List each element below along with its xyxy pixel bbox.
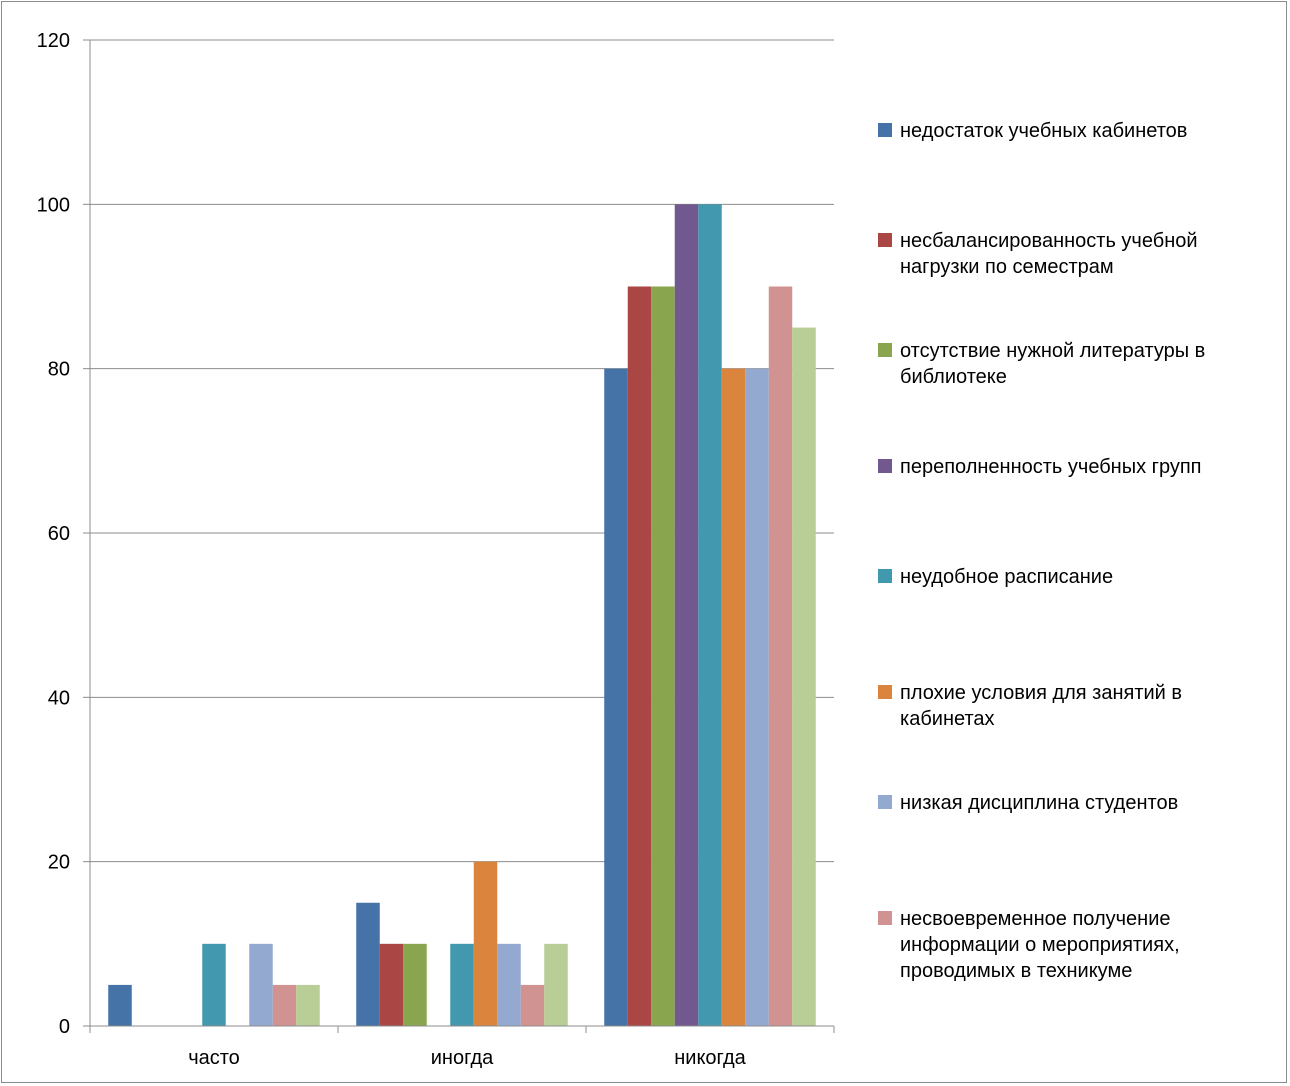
bar xyxy=(202,943,226,1026)
bars xyxy=(108,204,816,1027)
legend-swatch xyxy=(878,459,892,473)
bar xyxy=(721,368,746,1027)
tick-labels: 0 20 40 60 80 100 120 часто иногда никогда xyxy=(37,30,747,1069)
bar xyxy=(544,943,568,1026)
x-tick-label: никогда xyxy=(674,1047,746,1069)
legend-swatch xyxy=(878,685,892,699)
bar xyxy=(768,286,793,1026)
legend-item: недостаток учебных кабинетов xyxy=(878,118,1278,144)
bar xyxy=(497,943,521,1026)
bar xyxy=(745,368,769,1027)
y-tick-label: 20 xyxy=(48,852,70,874)
legend-swatch xyxy=(878,123,892,137)
y-tick-label: 100 xyxy=(37,194,70,216)
bar xyxy=(450,943,474,1026)
bar xyxy=(698,204,722,1027)
legend-item: несбалансированность учебной нагрузки по… xyxy=(878,228,1278,280)
bar xyxy=(356,902,380,1026)
legend-item: плохие условия для занятий в кабинетах xyxy=(878,680,1278,732)
bar xyxy=(604,368,628,1027)
legend-item: низкая дисциплина студентов xyxy=(878,790,1278,816)
y-tick-label: 60 xyxy=(48,523,70,545)
bar xyxy=(108,984,132,1026)
bar xyxy=(296,984,320,1026)
legend-label: несбалансированность учебной нагрузки по… xyxy=(900,230,1198,278)
bar xyxy=(249,943,273,1026)
legend-label: переполненность учебных групп xyxy=(900,456,1202,478)
legend-label: неудобное расписание xyxy=(900,566,1114,588)
bar xyxy=(379,943,404,1026)
x-tick-label: часто xyxy=(188,1047,240,1069)
legend-swatch xyxy=(878,795,892,809)
bar xyxy=(792,327,816,1026)
legend-label: плохие условия для занятий в кабинетах xyxy=(900,682,1183,730)
legend-item: отсутствие нужной литературы в библиотек… xyxy=(878,338,1278,390)
bar xyxy=(473,861,498,1026)
y-tick-label: 120 xyxy=(37,30,70,52)
bar xyxy=(272,984,297,1026)
x-tick-label: иногда xyxy=(431,1047,494,1069)
legend-label: недостаток учебных кабинетов xyxy=(900,120,1188,142)
legend-swatch xyxy=(878,569,892,583)
bar xyxy=(651,286,675,1026)
bar xyxy=(627,286,652,1026)
legend-item: несвоевременное получение информации о м… xyxy=(878,906,1278,984)
bar xyxy=(674,204,699,1027)
legend-swatch xyxy=(878,343,892,357)
legend: недостаток учебных кабинетов несбалансиро… xyxy=(878,2,1278,1082)
legend-label: отсутствие нужной литературы в библиотек… xyxy=(900,340,1206,388)
legend-label: несвоевременное получение информации о м… xyxy=(900,908,1180,982)
bar xyxy=(403,943,427,1026)
axes xyxy=(83,39,835,1033)
legend-label: низкая дисциплина студентов xyxy=(900,792,1179,814)
legend-swatch xyxy=(878,911,892,925)
legend-swatch xyxy=(878,233,892,247)
y-tick-label: 80 xyxy=(48,359,70,381)
bar xyxy=(520,984,545,1026)
y-tick-label: 40 xyxy=(48,687,70,709)
legend-item: переполненность учебных групп xyxy=(878,454,1278,480)
y-tick-label: 0 xyxy=(59,1016,70,1038)
legend-item: неудобное расписание xyxy=(878,564,1278,590)
